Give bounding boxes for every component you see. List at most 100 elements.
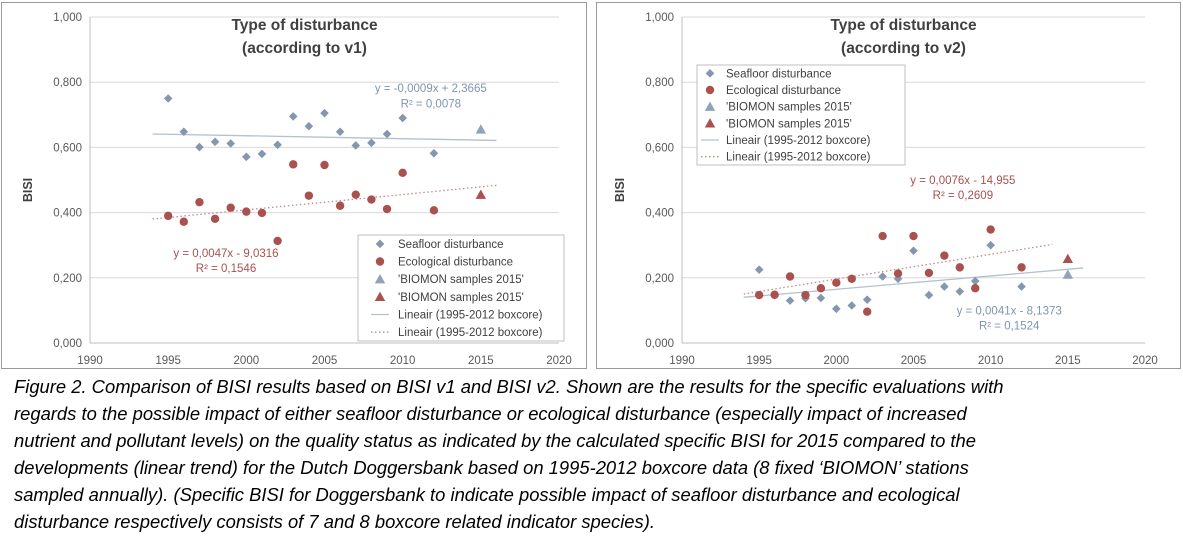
- data-point: [832, 304, 841, 314]
- data-point: [335, 201, 345, 210]
- data-point: [179, 217, 188, 226]
- chart-title: (according to v1): [242, 40, 367, 57]
- data-point: [273, 140, 282, 150]
- legend-box: [696, 64, 906, 166]
- caption-line: nutrient and pollutant levels) on the qu…: [14, 430, 976, 451]
- data-point: [163, 94, 173, 103]
- data-point: [351, 190, 360, 199]
- y-tick-label: 0,800: [645, 77, 674, 89]
- chart-panel-v2: 0,000 0,200 0,400 0,600 0,800 1,000 1990 1995 20…: [596, 2, 1181, 369]
- trendline-equation: R² = 0,2609: [933, 190, 993, 202]
- data-point: [273, 236, 282, 246]
- data-point: [288, 112, 298, 121]
- y-tick-label: 0,400: [645, 208, 674, 220]
- y-tick-label: 1,000: [53, 12, 82, 24]
- data-point: [398, 168, 407, 178]
- legend-marker: [374, 291, 386, 301]
- chart-panel-v1: 0,000 0,200 0,400 0,600 0,800 1,000 1990 1995 20…: [1, 2, 587, 369]
- x-tick-label: 2000: [234, 355, 260, 367]
- data-point: [801, 290, 810, 300]
- y-axis-title: BISI: [613, 178, 627, 202]
- data-point: [770, 290, 779, 299]
- x-tick-label: 1995: [746, 355, 772, 367]
- x-tick-label: 2015: [1055, 355, 1081, 367]
- data-point: [320, 108, 329, 118]
- data-point: [816, 293, 826, 303]
- legend-entry: Lineair (1995-2012 boxcore): [398, 310, 543, 322]
- data-point: [940, 282, 949, 291]
- data-point: [986, 225, 995, 234]
- data-point: [1062, 253, 1074, 264]
- legend-entry: Ecological disturbance: [726, 85, 841, 97]
- x-tick-label: 2020: [1132, 355, 1158, 367]
- data-point: [226, 139, 235, 148]
- data-point: [909, 231, 918, 241]
- legend-marker: [374, 273, 386, 284]
- legend-entry: Seafloor disturbance: [398, 239, 503, 251]
- data-point: [924, 268, 934, 278]
- data-point: [754, 265, 764, 274]
- data-point: [986, 240, 995, 250]
- y-axis-title: BISI: [21, 178, 35, 202]
- chart-v2-svg: 0,000 0,200 0,400 0,600 0,800 1,000 1990 1995 20…: [613, 12, 1158, 367]
- data-point: [398, 113, 407, 123]
- legend-entry: Lineair (1995-2012 boxcore): [726, 152, 871, 164]
- y-tick-label: 0,200: [645, 273, 674, 285]
- data-point: [163, 211, 173, 221]
- data-point: [971, 284, 980, 293]
- data-point: [909, 246, 918, 256]
- chart-v1-svg: 0,000 0,200 0,400 0,600 0,800 1,000 1990 1995 20…: [21, 12, 572, 367]
- x-tick-label: 2010: [978, 355, 1004, 367]
- legend-marker: [704, 101, 716, 111]
- legend-entry: Lineair (1995-2012 boxcore): [726, 135, 871, 147]
- data-point: [816, 284, 826, 293]
- trendline-equation: y = 0,0041x - 8,1373: [957, 306, 1062, 318]
- x-tick-label: 1995: [155, 355, 181, 367]
- data-point: [1062, 269, 1074, 279]
- data-point: [242, 152, 251, 162]
- trend-line: [743, 267, 1084, 298]
- data-point: [320, 160, 329, 170]
- data-point: [863, 307, 872, 316]
- y-tick-label: 0,000: [53, 338, 82, 350]
- legend-box: [357, 234, 565, 342]
- trendline-equation: y = 0,0047x - 9,0316: [173, 248, 278, 260]
- data-point: [382, 129, 392, 139]
- chart-title: (according to v2): [841, 40, 966, 57]
- data-point: [475, 124, 487, 134]
- legend: Seafloor disturbance Ecological disturban…: [696, 64, 906, 166]
- legend-marker: [375, 239, 385, 249]
- trendline-equation: y = -0,0009x + 2,3665: [375, 83, 487, 95]
- legend: Seafloor disturbance Ecological disturban…: [357, 234, 565, 342]
- data-point: [754, 290, 764, 300]
- y-tick-label: 0,600: [53, 142, 82, 154]
- data-point: [878, 272, 887, 281]
- data-point: [862, 295, 872, 304]
- legend-entry: 'BIOMON samples 2015': [726, 102, 852, 114]
- data-point: [924, 290, 934, 300]
- data-point: [832, 278, 841, 287]
- data-point: [429, 148, 439, 158]
- x-tick-label: 2005: [901, 355, 927, 367]
- data-point: [382, 204, 392, 214]
- y-tick-label: 0,600: [645, 142, 674, 154]
- x-tick-label: 1990: [669, 355, 695, 367]
- y-tick-label: 0,400: [53, 208, 82, 220]
- data-point: [304, 121, 314, 131]
- y-tick-label: 1,000: [645, 12, 674, 24]
- legend-entry: 'BIOMON samples 2015': [398, 274, 524, 286]
- figure-caption: Figure 2. Comparison of BISI results bas…: [14, 373, 1174, 535]
- data-point: [289, 160, 298, 169]
- data-point: [210, 214, 220, 223]
- data-point: [195, 142, 204, 152]
- data-point: [970, 276, 980, 286]
- legend-marker: [704, 118, 716, 128]
- data-point: [179, 127, 189, 137]
- data-point: [195, 197, 204, 207]
- legend-entry: 'BIOMON samples 2015': [398, 292, 524, 304]
- data-point: [847, 274, 856, 283]
- data-point: [257, 149, 267, 159]
- data-point: [955, 263, 964, 272]
- data-point: [304, 191, 314, 200]
- legend-entry: Lineair (1995-2012 boxcore): [398, 327, 543, 339]
